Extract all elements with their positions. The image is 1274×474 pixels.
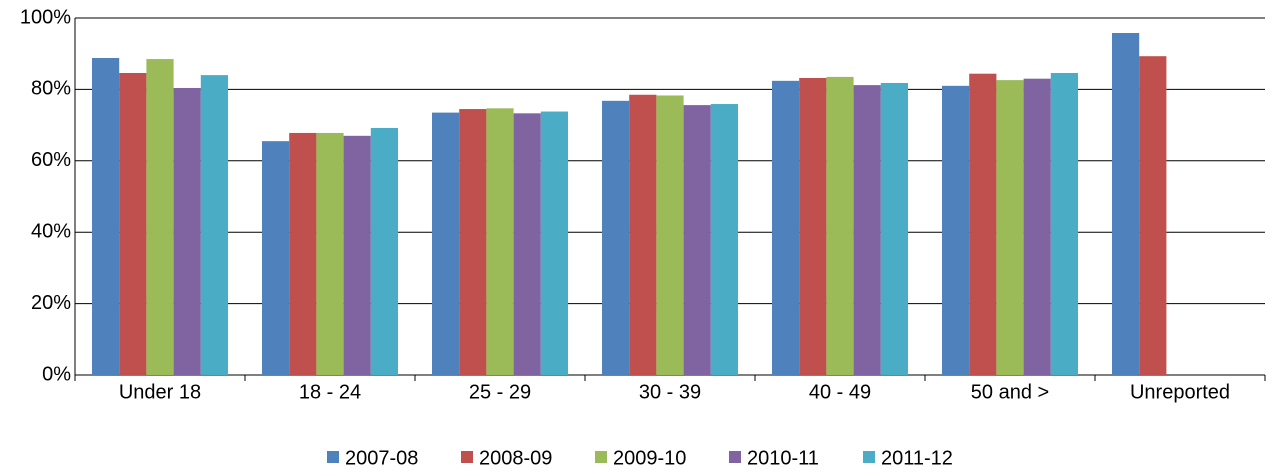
bar (853, 85, 881, 375)
bar (370, 127, 398, 376)
y-tick-label: 20% (31, 292, 71, 314)
bar (683, 105, 711, 375)
x-tick-label: Under 18 (119, 381, 201, 403)
bar (262, 141, 290, 375)
bar (540, 111, 568, 375)
bar (1050, 72, 1078, 375)
bar (799, 77, 827, 375)
bar (942, 85, 970, 375)
bar (316, 132, 344, 375)
legend-label: 2011-12 (881, 447, 953, 469)
bar (459, 109, 487, 375)
legend-label: 2008-09 (479, 447, 552, 469)
bar (656, 95, 684, 376)
bar (826, 76, 854, 375)
bar (996, 80, 1024, 376)
bar (486, 108, 514, 376)
legend-swatch (729, 451, 741, 463)
bar (969, 73, 997, 375)
bar (146, 59, 174, 376)
legend-label: 2010-11 (747, 447, 819, 469)
y-tick-label: 60% (31, 149, 71, 171)
bar (1023, 78, 1051, 375)
bar (1112, 32, 1140, 376)
bar (710, 104, 738, 376)
y-tick-label: 80% (31, 78, 71, 100)
x-tick-label: 18 - 24 (299, 381, 361, 403)
bar (289, 132, 317, 375)
x-tick-label: 50 and > (971, 381, 1049, 403)
legend-swatch (461, 451, 473, 463)
x-tick-label: 25 - 29 (469, 381, 531, 403)
bar (602, 100, 630, 375)
y-tick-label: 0% (42, 363, 71, 385)
bar (119, 72, 147, 375)
x-tick-label: 30 - 39 (639, 381, 701, 403)
bar (1139, 56, 1167, 375)
bar (200, 75, 228, 376)
x-tick-label: 40 - 49 (809, 381, 871, 403)
legend-label: 2009-10 (613, 447, 686, 469)
bar (513, 113, 541, 375)
y-tick-label: 100% (20, 6, 71, 28)
bar (432, 112, 460, 375)
legend-swatch (595, 451, 607, 463)
bar (343, 135, 371, 375)
legend-swatch (327, 451, 339, 463)
bar (629, 94, 657, 375)
y-tick-label: 40% (31, 220, 71, 242)
legend-swatch (863, 451, 875, 463)
bar (772, 80, 800, 375)
bar (173, 87, 201, 376)
x-tick-label: Unreported (1130, 381, 1230, 403)
bar (880, 82, 908, 375)
bar (92, 57, 120, 375)
legend-label: 2007-08 (345, 447, 418, 469)
